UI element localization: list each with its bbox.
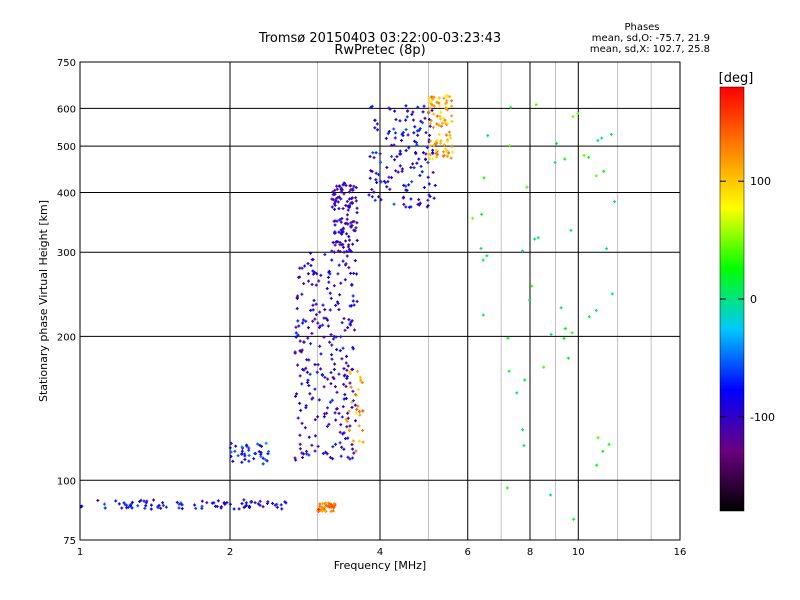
y-tick-label: 750	[57, 58, 76, 69]
x-tick-label: 10	[572, 547, 585, 558]
x-tick-label: 16	[674, 547, 687, 558]
y-tick-label: 500	[57, 142, 76, 153]
y-tick-label: 100	[57, 476, 76, 487]
y-tick-label: 600	[57, 104, 76, 115]
legend-line-x: mean, sd,X: 102.7, 25.8	[590, 44, 710, 55]
y-axis-label: Stationary phase Virtual Height [km]	[37, 200, 50, 402]
colorbar-tick-label: -100	[750, 411, 775, 424]
y-tick-label: 400	[57, 188, 76, 199]
legend-line-o: mean, sd,O: -75.7, 21.9	[592, 33, 710, 44]
legend-title: Phases	[624, 22, 659, 33]
x-tick-label: 4	[377, 547, 383, 558]
y-tick-label: 75	[63, 536, 76, 547]
colorbar-tick-label: 0	[750, 293, 757, 306]
x-tick-label: 8	[527, 547, 533, 558]
colorbar-tick-label: 100	[750, 175, 771, 188]
y-tick-label: 300	[57, 248, 76, 259]
colorbar-label: [deg]	[719, 71, 754, 86]
plot-area: 1 2 4 6 8 10 16 75 100 200 300 400 500 600 750	[57, 58, 686, 558]
plot-frame	[79, 61, 681, 541]
y-tick-label: 200	[57, 332, 76, 343]
colorbar-ticks: 100 0 -100	[720, 175, 775, 424]
x-tick-label: 1	[77, 547, 83, 558]
x-axis-label: Frequency [MHz]	[334, 559, 426, 572]
x-tick-label: 6	[465, 547, 471, 558]
chart-subtitle: RwPretec (8p)	[334, 43, 425, 58]
chart-title: Tromsø 20150403 03:22:00-03:23:43	[258, 31, 501, 46]
x-tick-label: 2	[227, 547, 233, 558]
